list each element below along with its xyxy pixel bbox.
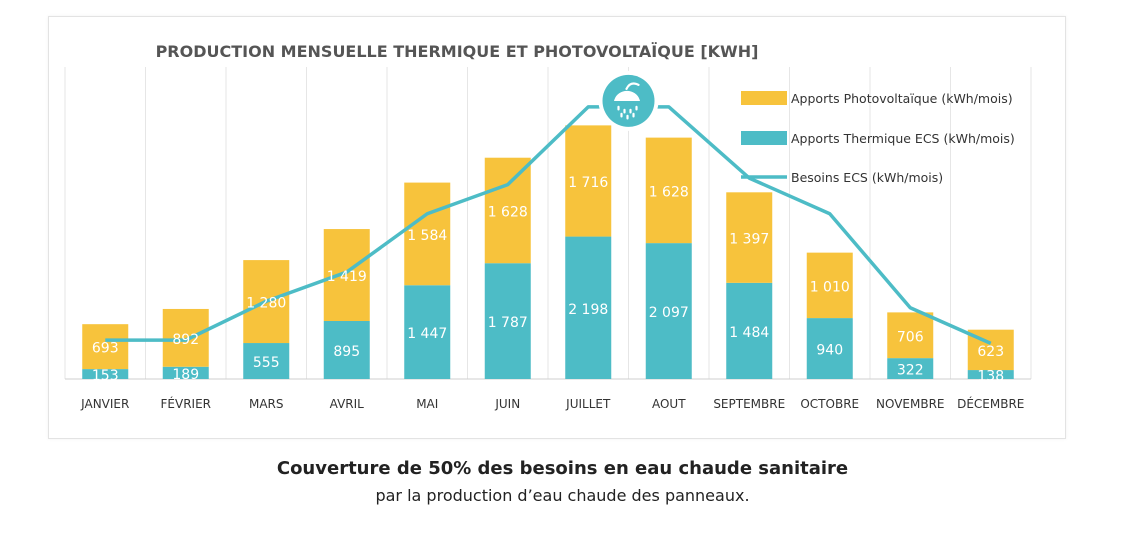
bar-thermique [565,236,612,379]
data-label-photovoltaique: 1 716 [568,175,608,191]
data-label-thermique: 1 484 [729,325,769,341]
chart-x-axis: JANVIER FÉVRIER MARS AVRIL MAI JUIN JUILLET AOU… [80,396,1024,411]
x-tick-label: NOVEMBRE [876,397,945,411]
caption-subtitle: par la production d’eau chaude des panne… [375,486,750,505]
line-besoins-ecs [105,105,992,345]
data-label-thermique: 189 [172,367,199,383]
x-tick-label: FÉVRIER [161,396,212,411]
bar-thermique [887,358,934,379]
x-tick-label: OCTOBRE [800,397,859,411]
data-label-photovoltaique: 693 [92,341,119,357]
bar-photovoltaique [726,192,773,283]
x-tick-label: MARS [249,397,284,411]
x-tick-label: SEPTEMBRE [713,397,785,411]
caption-title: Couverture de 50% des besoins en eau cha… [276,458,849,479]
chart-bars [82,125,1014,379]
bar-thermique [162,366,209,379]
bar-thermique [243,343,290,379]
data-label-thermique: 1 787 [488,315,528,331]
data-label-thermique: 138 [977,369,1004,385]
chart-card: PRODUCTION MENSUELLE THERMIQUE ET PHOTOV… [48,16,1066,439]
data-label-thermique: 940 [816,343,843,359]
chart-svg: PRODUCTION MENSUELLE THERMIQUE ET PHOTOV… [64,42,1032,411]
bar-photovoltaique [323,229,370,322]
x-tick-label: DÉCEMBRE [957,396,1024,411]
bar-thermique [404,285,451,379]
bar-photovoltaique [82,324,129,370]
data-label-photovoltaique: 1 628 [649,184,689,200]
data-label-thermique: 895 [333,344,360,360]
data-label-photovoltaique: 1 010 [810,279,850,295]
x-tick-label: AVRIL [330,397,365,411]
bar-photovoltaique [404,182,451,286]
bar-thermique [323,321,370,379]
bar-thermique [484,263,531,379]
x-tick-label: AOUT [652,397,686,411]
data-label-thermique: 153 [92,368,119,384]
legend-swatch [741,91,787,105]
data-label-thermique: 1 447 [407,326,447,342]
data-label-thermique: 555 [253,355,280,371]
x-tick-label: MAI [416,397,438,411]
bar-thermique [806,318,853,379]
bar-photovoltaique [162,308,209,367]
data-label-photovoltaique: 1 628 [488,204,528,220]
bar-thermique [967,370,1014,379]
bar-photovoltaique [806,252,853,319]
x-tick-label: JUILLET [565,397,611,411]
legend-swatch [741,131,787,145]
data-label-thermique: 2 097 [649,305,689,321]
bar-photovoltaique [484,157,531,264]
data-label-photovoltaique: 892 [172,332,199,348]
data-label-photovoltaique: 706 [897,329,924,345]
chart-line [105,105,992,345]
x-tick-label: JUIN [494,397,520,411]
bar-thermique [82,369,129,379]
chart-data-labels: 153 693 189 892 555 1 280 895 1 419 1 447 1 584 1 … [92,175,1004,385]
data-label-photovoltaique: 623 [977,344,1004,360]
data-label-photovoltaique: 1 419 [327,269,367,285]
chart-title: PRODUCTION MENSUELLE THERMIQUE ET PHOTOV… [156,42,759,61]
shower-marker [598,70,659,131]
legend-label: Apports Thermique ECS (kWh/mois) [791,131,1015,146]
data-label-thermique: 322 [897,363,924,379]
data-label-photovoltaique: 1 280 [246,296,286,312]
bar-photovoltaique [565,125,612,237]
data-label-photovoltaique: 1 397 [729,232,769,248]
bar-thermique [645,243,692,379]
shower-icon [613,82,641,120]
data-label-thermique: 2 198 [568,302,608,318]
legend-label: Besoins ECS (kWh/mois) [791,170,943,185]
bar-photovoltaique [645,137,692,244]
legend-label: Apports Photovoltaïque (kWh/mois) [791,91,1013,106]
bar-thermique [726,282,773,379]
chart-grid [64,67,1032,380]
bar-photovoltaique [887,312,934,359]
chart-legend: Apports Photovoltaïque (kWh/mois) Apports… [741,91,1015,185]
x-tick-label: JANVIER [80,397,129,411]
data-label-photovoltaique: 1 584 [407,228,447,244]
